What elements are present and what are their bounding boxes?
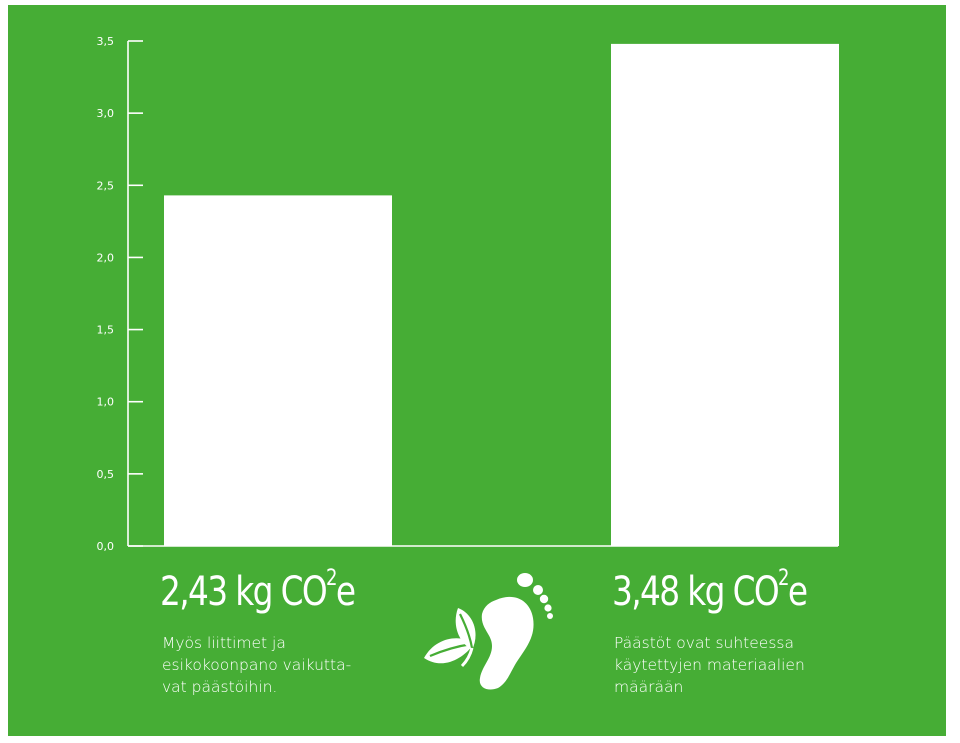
value-label-2: 3,48 kg CO2e xyxy=(612,566,808,615)
y-tick-label: 3,0 xyxy=(97,107,115,120)
bar-2 xyxy=(611,43,839,547)
chart-panel: 0,0 0,5 1,0 1,5 2,0 2,5 3,0 3,5 2,43 kg CO2e My… xyxy=(8,5,946,736)
bar-1 xyxy=(164,195,392,546)
bars xyxy=(164,43,839,547)
y-tick-label: 0,5 xyxy=(97,468,115,481)
y-tick-label: 3,5 xyxy=(97,35,115,48)
value-label-1: 2,43 kg CO2e xyxy=(160,566,356,615)
description-1: Myös liittimet ja esikokoonpano vaikutta… xyxy=(162,634,352,696)
y-tick-label: 0,0 xyxy=(97,540,115,553)
y-tick-label: 2,0 xyxy=(97,251,115,264)
leaf-footprint-icon xyxy=(424,573,553,690)
y-tick-label: 2,5 xyxy=(97,179,115,192)
description-2: Päästöt ovat suhteessa käytettyjen mater… xyxy=(614,634,805,696)
bar-chart: 0,0 0,5 1,0 1,5 2,0 2,5 3,0 3,5 xyxy=(8,5,946,736)
y-tick-label: 1,0 xyxy=(97,396,115,409)
y-tick-label: 1,5 xyxy=(97,324,115,337)
